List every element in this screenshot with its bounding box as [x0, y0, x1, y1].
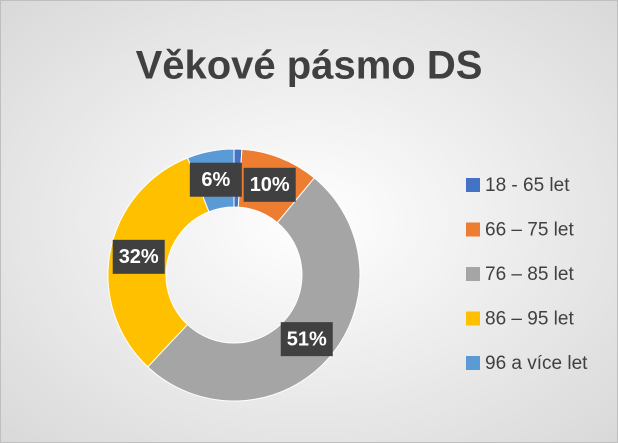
data-label-box: [189, 162, 242, 197]
data-label-box: [112, 239, 165, 274]
legend-swatch: [466, 356, 480, 370]
legend-swatch: [466, 222, 480, 237]
chart-title: Věkové pásmo DS: [136, 44, 483, 88]
data-label: 32%: [119, 246, 159, 268]
data-label-box: [243, 167, 296, 202]
legend-label: 96 a více let: [485, 353, 588, 374]
data-label: 6%: [201, 169, 230, 191]
legend-label: 18 - 65 let: [485, 175, 570, 196]
legend-label: 66 – 75 let: [485, 220, 574, 241]
data-label: 10%: [250, 174, 290, 196]
legend-label: 76 – 85 let: [485, 264, 574, 285]
data-label-box: [280, 322, 333, 357]
legend-swatch: [466, 267, 480, 281]
legend-swatch: [466, 178, 480, 192]
legend-label: 86 – 95 let: [485, 309, 574, 330]
legend-swatch: [466, 311, 480, 326]
data-label: 51%: [287, 328, 327, 350]
